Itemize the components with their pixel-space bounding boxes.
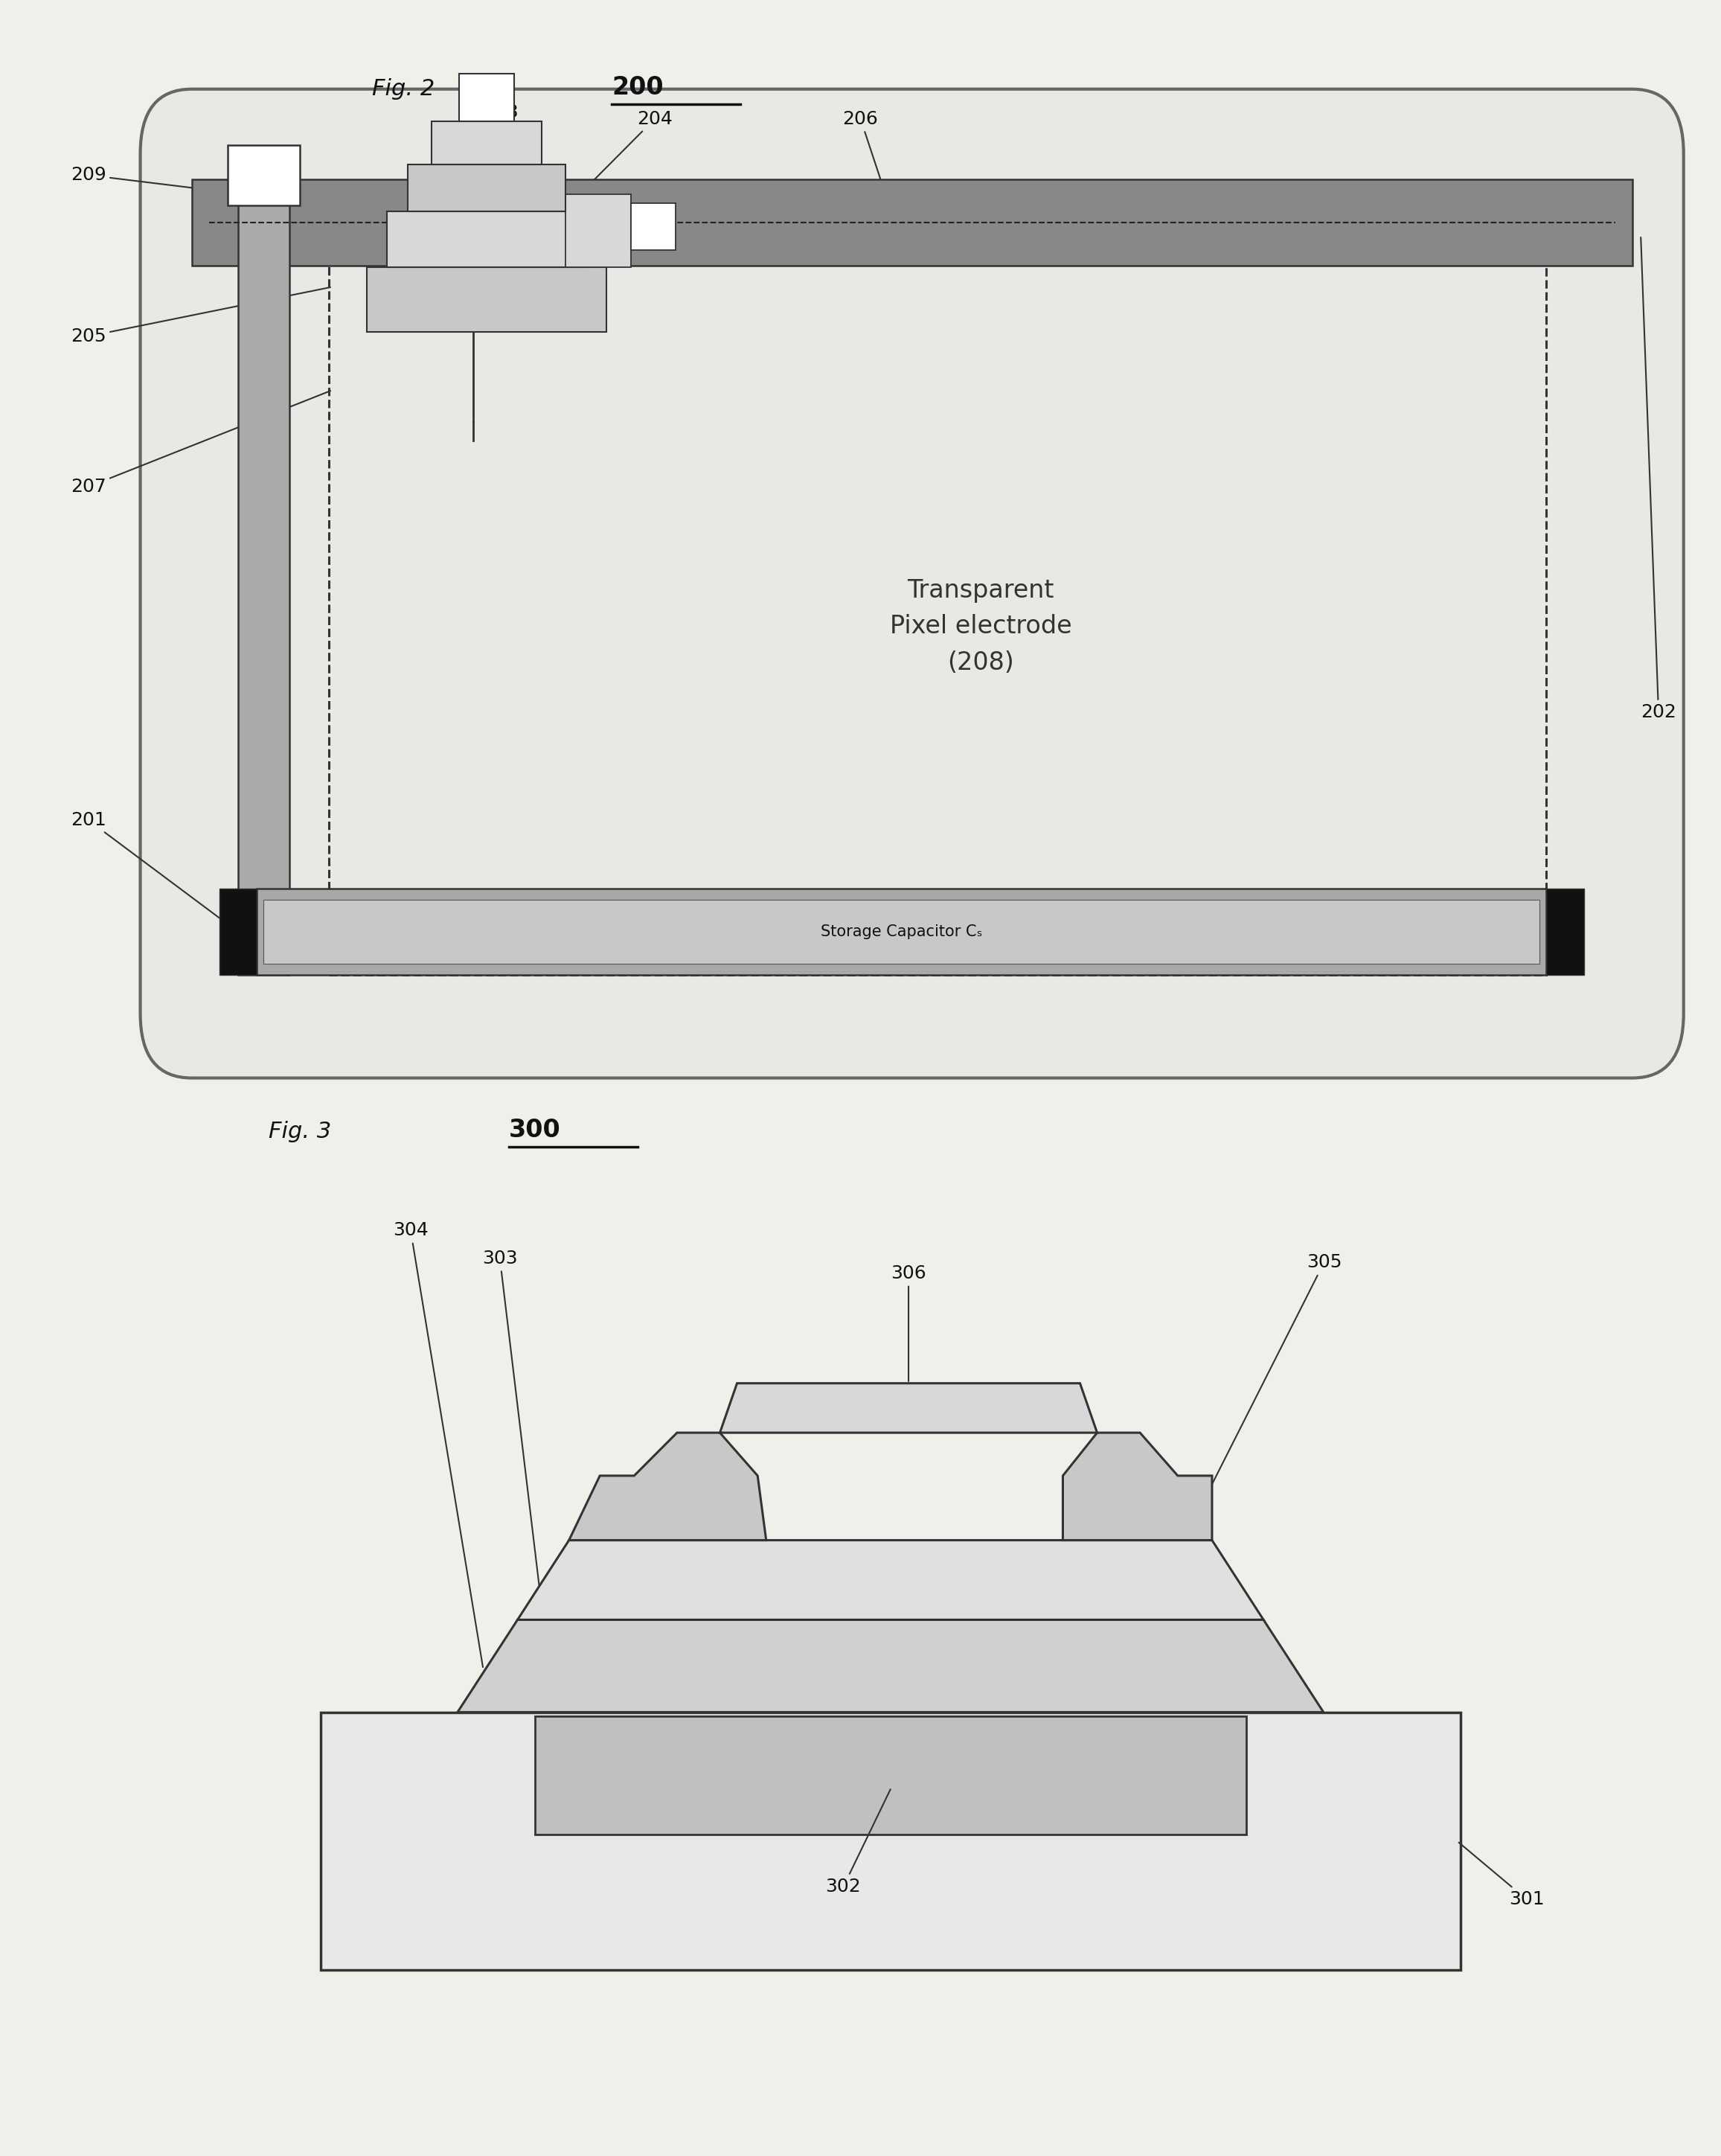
Text: 302: 302 bbox=[826, 1789, 890, 1895]
Text: 300: 300 bbox=[509, 1119, 561, 1143]
Text: 201: 201 bbox=[71, 811, 244, 938]
Bar bbox=[535, 1716, 1246, 1835]
Text: 304: 304 bbox=[392, 1220, 484, 1667]
Bar bbox=[1547, 888, 1583, 975]
Bar bbox=[367, 267, 608, 332]
Text: 305: 305 bbox=[1201, 1253, 1342, 1507]
Text: 303: 303 bbox=[482, 1248, 544, 1617]
Text: Fig. 2: Fig. 2 bbox=[372, 78, 434, 99]
Text: 207: 207 bbox=[71, 390, 330, 496]
Text: 202: 202 bbox=[1640, 237, 1676, 722]
Text: 306: 306 bbox=[891, 1263, 926, 1382]
FancyBboxPatch shape bbox=[141, 88, 1683, 1078]
Text: Transparent
Pixel electrode
(208): Transparent Pixel electrode (208) bbox=[890, 578, 1072, 675]
Bar bbox=[630, 203, 675, 250]
Polygon shape bbox=[458, 1619, 1323, 1712]
Bar bbox=[566, 194, 630, 267]
Text: 209: 209 bbox=[71, 166, 262, 196]
Bar bbox=[237, 179, 289, 975]
Bar bbox=[408, 164, 566, 211]
Text: Fig. 3: Fig. 3 bbox=[268, 1121, 332, 1143]
Bar bbox=[263, 899, 1540, 964]
Bar bbox=[432, 121, 542, 164]
Bar bbox=[256, 888, 1547, 975]
Polygon shape bbox=[719, 1384, 1098, 1434]
Text: Storage Capacitor Cₛ: Storage Capacitor Cₛ bbox=[821, 925, 983, 940]
Text: 203: 203 bbox=[453, 103, 518, 226]
Text: 301: 301 bbox=[1459, 1843, 1544, 1908]
Bar bbox=[219, 888, 256, 975]
Bar bbox=[460, 73, 515, 121]
Text: 206: 206 bbox=[843, 110, 895, 220]
Bar bbox=[320, 1712, 1461, 1971]
Bar bbox=[227, 144, 299, 205]
Bar bbox=[329, 211, 1547, 975]
Text: 204: 204 bbox=[537, 110, 673, 237]
Text: 205: 205 bbox=[71, 287, 330, 345]
Bar bbox=[191, 179, 1632, 265]
Text: 200: 200 bbox=[613, 75, 664, 99]
Polygon shape bbox=[570, 1434, 766, 1539]
Polygon shape bbox=[1064, 1434, 1212, 1539]
Bar bbox=[387, 211, 587, 267]
Polygon shape bbox=[518, 1539, 1263, 1619]
